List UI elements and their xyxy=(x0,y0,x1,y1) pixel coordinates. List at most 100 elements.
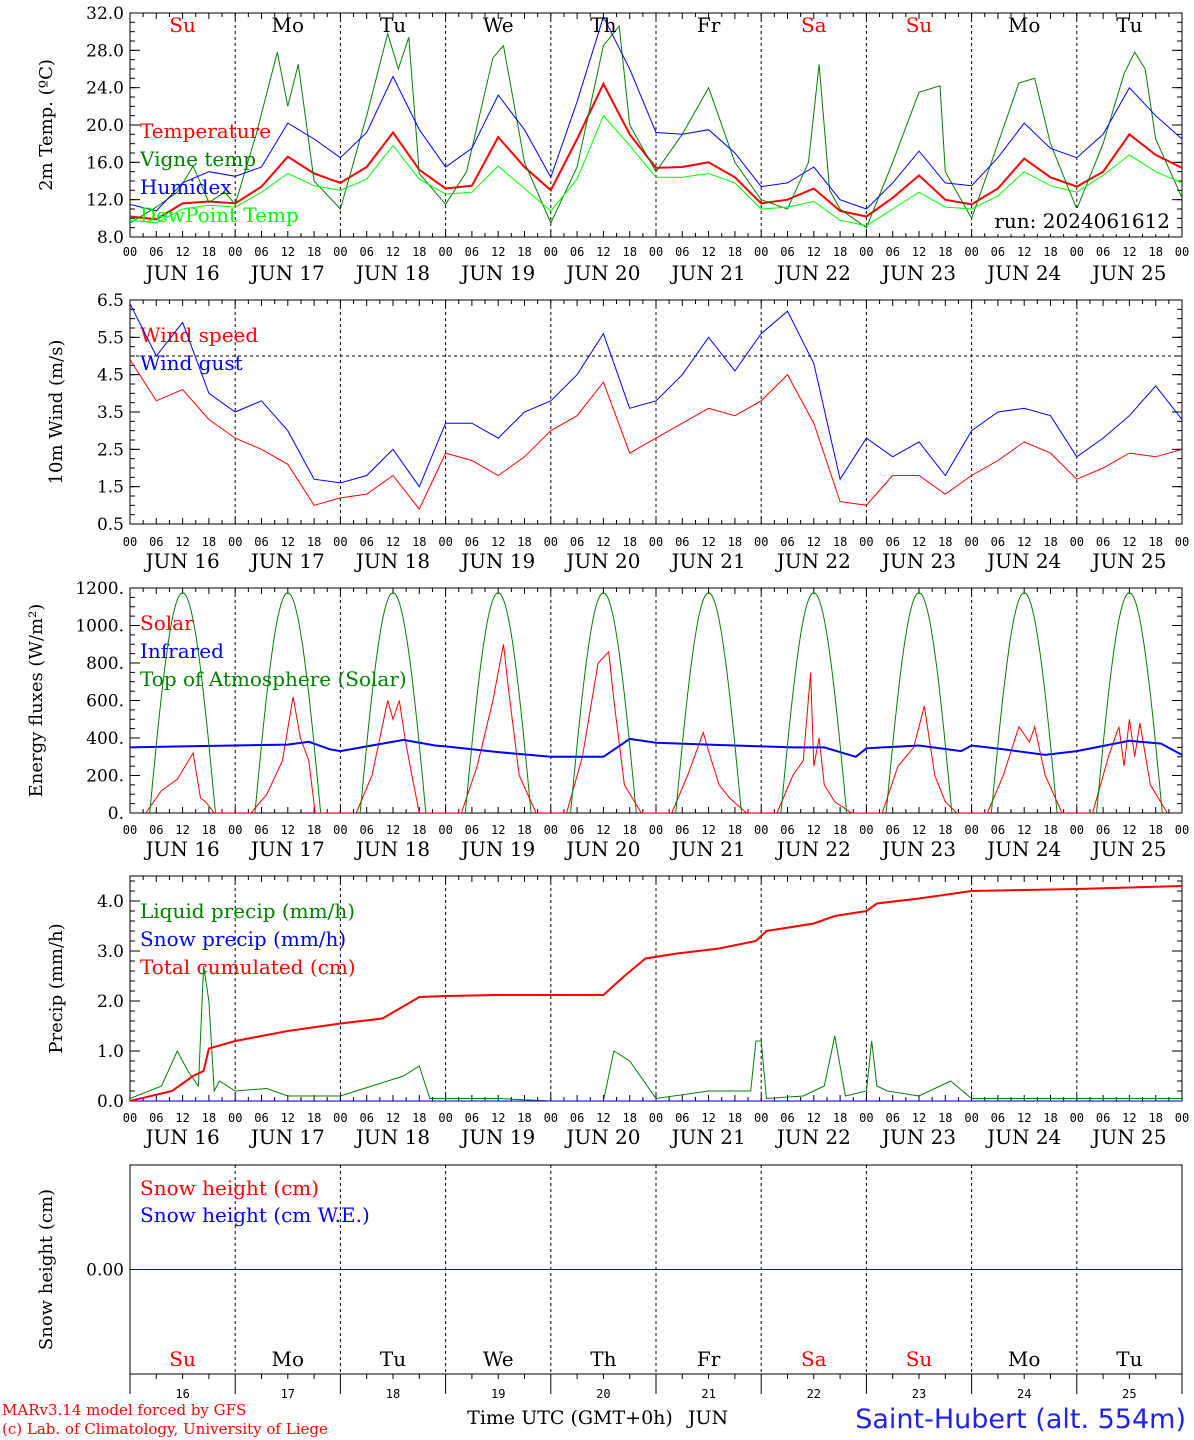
station-label: Saint-Hubert (alt. 554m) xyxy=(855,1404,1186,1435)
hour-label: 18 xyxy=(517,1111,531,1125)
legend-entry: Infrared xyxy=(140,639,224,663)
hour-label: 06 xyxy=(675,535,689,549)
y-tick-label: 6.5 xyxy=(97,291,124,311)
weekday-label: Sa xyxy=(801,13,827,37)
y-tick-label: 12.0 xyxy=(86,191,124,211)
date-label: JUN 20 xyxy=(564,549,640,573)
hour-label: 18 xyxy=(833,823,847,837)
hour-label: 00 xyxy=(438,535,452,549)
y-tick-label: 1.5 xyxy=(97,478,124,498)
hour-label: 00 xyxy=(123,245,137,259)
day-number: 18 xyxy=(386,1387,400,1401)
hour-label: 06 xyxy=(570,535,584,549)
hour-label: 06 xyxy=(254,823,268,837)
y-tick-label: 800. xyxy=(86,654,124,674)
y-tick-label: 16.0 xyxy=(86,153,124,173)
date-label: JUN 25 xyxy=(1090,261,1166,285)
day-number: 21 xyxy=(701,1387,715,1401)
weekday-labels: Su Su Mo Mo Tu Tu We We Th Th Fr Fr Sa Sa Su Su Mo Mo Tu Tu xyxy=(169,13,1142,1371)
date-label: JUN 16 xyxy=(144,1125,220,1149)
hour-label: 18 xyxy=(412,245,426,259)
date-label: JUN 25 xyxy=(1090,549,1166,573)
hour-label: 00 xyxy=(438,1111,452,1125)
hour-label: 18 xyxy=(412,1111,426,1125)
hour-label: 06 xyxy=(1096,823,1110,837)
date-label: JUN 20 xyxy=(564,261,640,285)
x-hour-labels: 00 06 12 18 00 06 12 18 00 06 12 18 00 06 12 18 00 06 12 18… xyxy=(123,823,1189,837)
date-label: JUN 20 xyxy=(564,837,640,861)
hour-label: 12 xyxy=(281,823,295,837)
hour-label: 00 xyxy=(333,823,347,837)
legend-entry: Solar xyxy=(140,611,194,635)
hour-label: 06 xyxy=(1096,1111,1110,1125)
hour-label: 00 xyxy=(228,1111,242,1125)
hour-label: 00 xyxy=(333,535,347,549)
hour-label: 18 xyxy=(1148,535,1162,549)
hour-label: 18 xyxy=(1148,1111,1162,1125)
hour-label: 00 xyxy=(438,823,452,837)
hour-label: 18 xyxy=(307,535,321,549)
hour-label: 12 xyxy=(175,535,189,549)
day-number: 19 xyxy=(491,1387,505,1401)
date-label: JUN 21 xyxy=(670,549,746,573)
y-tick-label: 20.0 xyxy=(86,116,124,136)
hour-label: 18 xyxy=(938,535,952,549)
date-label: JUN 22 xyxy=(775,1125,851,1149)
hour-label: 18 xyxy=(517,823,531,837)
weekday-label: Mo xyxy=(1008,13,1041,37)
hour-label: 00 xyxy=(228,245,242,259)
hour-label: 00 xyxy=(754,823,768,837)
hour-label: 00 xyxy=(123,535,137,549)
hour-label: 00 xyxy=(649,1111,663,1125)
date-label: JUN 18 xyxy=(354,549,430,573)
hour-label: 06 xyxy=(885,1111,899,1125)
hour-label: 18 xyxy=(833,245,847,259)
date-label: JUN 20 xyxy=(564,1125,640,1149)
hour-label: 18 xyxy=(307,823,321,837)
weekday-label: Su xyxy=(906,13,933,37)
bottom-day-labels: 16 17 18 19 20 21 22 23 24 25 xyxy=(175,1387,1136,1401)
hour-label: 00 xyxy=(1175,1111,1189,1125)
hour-label: 00 xyxy=(544,535,558,549)
hour-label: 00 xyxy=(649,823,663,837)
series-line xyxy=(149,592,1163,813)
y-axis-label: Energy fluxes (W/m²) xyxy=(26,604,47,798)
weekday-label: Su xyxy=(906,1347,933,1371)
series-line xyxy=(130,737,1182,758)
hour-label: 12 xyxy=(1017,1111,1031,1125)
hour-label: 00 xyxy=(964,823,978,837)
hour-label: 12 xyxy=(175,823,189,837)
hour-label: 12 xyxy=(912,823,926,837)
weekday-label: Su xyxy=(169,13,196,37)
hour-label: 12 xyxy=(1122,823,1136,837)
series-line xyxy=(130,303,1182,488)
hour-label: 12 xyxy=(701,535,715,549)
weekday-label: Mo xyxy=(272,1347,305,1371)
hour-label: 12 xyxy=(596,245,610,259)
date-label: JUN 23 xyxy=(880,549,956,573)
hour-label: 00 xyxy=(1070,535,1084,549)
hour-label: 06 xyxy=(359,823,373,837)
date-label: JUN 24 xyxy=(985,1125,1061,1149)
legend-entry: DewPoint Temp xyxy=(140,203,299,227)
month-label: JUN xyxy=(686,1407,728,1429)
hour-label: 00 xyxy=(228,535,242,549)
hour-label: 12 xyxy=(596,1111,610,1125)
hour-label: 12 xyxy=(701,1111,715,1125)
hour-label: 06 xyxy=(149,823,163,837)
date-label: JUN 24 xyxy=(985,837,1061,861)
footer-lab: (c) Lab. of Climatology, University of L… xyxy=(2,1420,328,1438)
hour-label: 00 xyxy=(754,535,768,549)
day-number: 24 xyxy=(1017,1387,1031,1401)
hour-label: 12 xyxy=(386,245,400,259)
hour-label: 12 xyxy=(1017,823,1031,837)
series-line xyxy=(130,81,1182,221)
weekday-label: We xyxy=(483,1347,514,1371)
date-label: JUN 16 xyxy=(144,549,220,573)
hour-label: 18 xyxy=(307,245,321,259)
y-tick-label: 24.0 xyxy=(86,79,124,99)
hour-label: 12 xyxy=(807,1111,821,1125)
date-label: JUN 17 xyxy=(249,261,325,285)
hour-label: 12 xyxy=(175,245,189,259)
